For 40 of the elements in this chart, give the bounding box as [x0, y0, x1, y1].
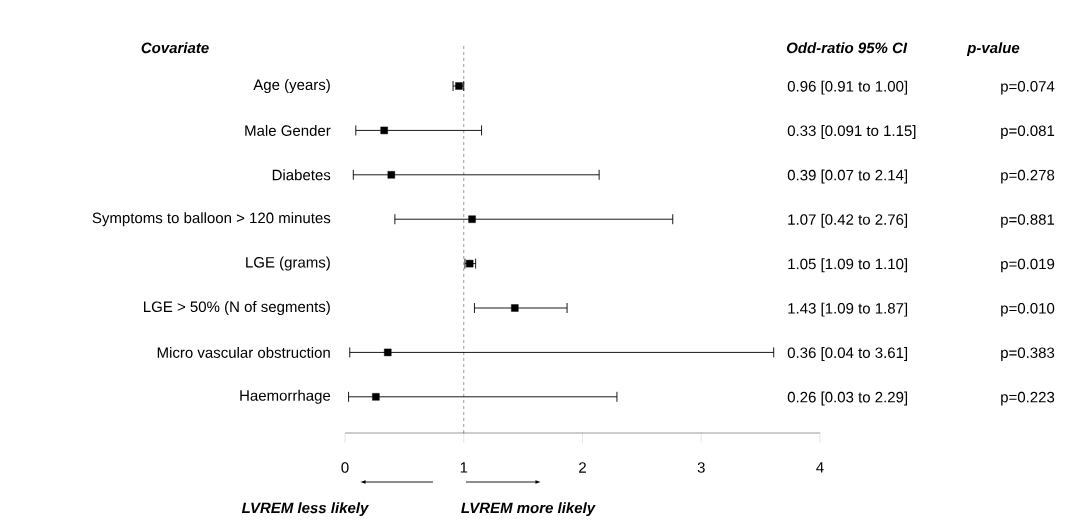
- text: LVREM more likely: [461, 502, 596, 517]
- y-tick-label: LGE > 50% (N of segments): [144, 300, 330, 315]
- x-tick-label: 4: [816, 462, 824, 473]
- point: [511, 304, 519, 312]
- y-tick-label: Age (years): [253, 78, 330, 93]
- point: [372, 393, 380, 401]
- annotation: Odd-ratio 95% CI: [786, 42, 908, 54]
- x-tick-label: 0: [341, 462, 349, 473]
- point: [384, 348, 392, 357]
- point: [387, 171, 396, 179]
- annotation: 0.96 [0.91 to 1.00]: [787, 80, 908, 95]
- y-tick-label: Male Gender: [245, 124, 331, 136]
- text: p-value: [966, 42, 1020, 57]
- x-tick-label: 1: [460, 462, 468, 473]
- text: p=0.383: [1001, 347, 1055, 361]
- point: [468, 215, 476, 223]
- text: p=0.010: [1001, 302, 1055, 317]
- text: LVREM less likely: [241, 502, 369, 517]
- annotation: 1.05 [1.09 to 1.10]: [788, 258, 908, 273]
- y-tick-label: Micro vascular obstruction: [157, 346, 330, 358]
- text: p=0.019: [1001, 258, 1055, 273]
- annotation: 0.39 [0.07 to 2.14]: [787, 169, 908, 184]
- x-tick-label: 3: [697, 462, 705, 473]
- text: p=0.223: [1001, 391, 1055, 406]
- y-tick-label: Diabetes: [272, 169, 331, 181]
- text: p=0.881: [1001, 214, 1055, 228]
- text: p=0.278: [1001, 169, 1055, 184]
- text: Covariate: [141, 42, 209, 54]
- y-tick-label: Symptoms to balloon > 120 minutes: [92, 212, 331, 227]
- text: p=0.081: [1001, 125, 1055, 139]
- x-tick-label: 2: [579, 462, 586, 473]
- y-tick-label: LGE (grams): [246, 256, 330, 271]
- annotation: 1.07 [0.42 to 2.76]: [788, 213, 908, 228]
- text: p=0.074: [1001, 80, 1055, 95]
- annotation: 0.33 [0.091 to 1.15]: [787, 124, 916, 139]
- annotation: 0.26 [0.03 to 2.29]: [787, 391, 908, 406]
- annotation: 1.43 [1.09 to 1.87]: [788, 302, 908, 317]
- annotation: 0.36 [0.04 to 3.61]: [787, 346, 908, 361]
- point: [380, 126, 388, 135]
- y-tick-label: Haemorrhage: [240, 389, 331, 404]
